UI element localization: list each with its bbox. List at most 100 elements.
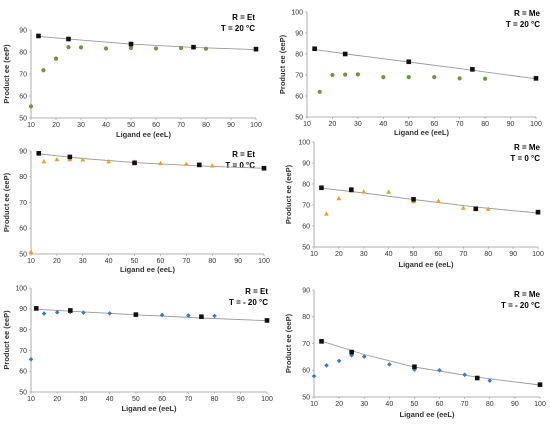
colored-data-point (324, 211, 329, 216)
y-tick-label: 90 (19, 27, 27, 34)
square-data-point (199, 314, 204, 320)
colored-data-point (28, 357, 34, 362)
colored-data-point (212, 313, 217, 319)
x-tick-label: 40 (385, 251, 393, 258)
x-tick-label: 20 (329, 121, 337, 128)
x-tick-label: 60 (158, 396, 166, 403)
colored-data-point (436, 198, 441, 203)
x-tick-label: 100 (250, 122, 262, 129)
y-tick-label: 50 (302, 244, 310, 251)
x-axis-label: Ligand ee (eeL) (394, 128, 450, 137)
x-tick-label: 80 (208, 258, 216, 265)
square-data-point (312, 46, 317, 52)
colored-data-point (355, 72, 360, 77)
panel-annotation: R = Et (232, 150, 255, 159)
y-axis-label: Product ee (eeP) (2, 44, 11, 104)
square-data-point (406, 59, 412, 65)
y-tick-label: 90 (19, 148, 27, 155)
x-tick-label: 90 (507, 121, 515, 128)
x-tick-label: 10 (310, 251, 318, 258)
colored-data-point (487, 378, 493, 383)
chart-panel-3: 50 60 70 80 90 10 20 30 40 50 60 70 80 90 100 Ligand ee… (2, 148, 270, 274)
x-tick-label: 70 (456, 121, 464, 128)
colored-data-point (209, 163, 215, 168)
colored-data-point (159, 312, 165, 318)
colored-data-point (28, 104, 34, 109)
y-tick-label: 80 (19, 327, 27, 334)
panel-annotation: T = 20 °C (221, 24, 255, 33)
square-data-point (68, 308, 73, 313)
y-axis-label: Product ee (eeP) (284, 164, 293, 224)
y-tick-label: 90 (295, 30, 303, 37)
y-tick-label: 90 (302, 287, 310, 294)
x-tick-label: 60 (152, 122, 160, 129)
panel-annotation: R = Me (514, 9, 541, 18)
square-data-point (133, 312, 139, 317)
square-data-point (342, 51, 348, 57)
y-tick-label: 50 (295, 114, 303, 121)
colored-data-point (203, 46, 209, 51)
x-tick-label: 50 (410, 251, 418, 258)
colored-data-point (336, 358, 342, 364)
colored-data-point (153, 46, 159, 51)
x-tick-label: 90 (227, 122, 235, 129)
square-data-point (264, 318, 270, 323)
colored-data-point (78, 45, 84, 50)
panel-annotation: T = - 20 °C (501, 301, 540, 310)
chart-panel-2: 50 60 70 80 90 100 10 20 30 40 50 60 70 80 90 100 Ligand… (278, 9, 542, 137)
x-tick-label: 30 (360, 251, 368, 258)
colored-data-point (80, 157, 86, 162)
y-tick-label: 80 (302, 314, 310, 321)
square-data-point (319, 339, 324, 344)
panel-annotation: T = - 20 °C (229, 298, 268, 307)
colored-data-point (457, 76, 462, 81)
y-tick-label: 60 (295, 93, 303, 100)
x-tick-label: 40 (379, 121, 387, 128)
x-tick-label: 70 (182, 258, 190, 265)
colored-data-point (336, 195, 342, 201)
colored-data-point (437, 367, 442, 373)
y-axis-label: Product ee (eeP) (278, 34, 287, 94)
square-data-point (349, 349, 354, 355)
y-tick-label: 70 (19, 348, 27, 355)
x-tick-label: 80 (202, 122, 210, 129)
x-tick-label: 60 (435, 251, 443, 258)
square-data-point (411, 197, 416, 202)
panel-annotation: R = Me (514, 290, 541, 299)
square-data-point (196, 162, 202, 168)
y-tick-label: 50 (302, 394, 310, 401)
colored-data-point (158, 160, 163, 166)
chart-panel-5: 50 60 70 80 90 100 10 20 30 40 50 60 70 80 90 100 Ligand… (2, 285, 273, 413)
y-tick-label: 50 (19, 115, 27, 122)
x-tick-label: 20 (335, 251, 343, 258)
x-tick-label: 100 (534, 401, 546, 408)
chart-panel-6: 50 60 70 80 90 10 20 30 40 50 60 70 80 90 100 Ligand ee… (284, 287, 546, 419)
colored-data-point (483, 76, 488, 81)
colored-data-point (361, 354, 367, 359)
y-tick-label: 80 (19, 49, 27, 56)
y-tick-label: 70 (302, 341, 310, 348)
x-tick-label: 50 (127, 122, 135, 129)
x-tick-label: 100 (261, 396, 273, 403)
x-tick-label: 90 (511, 401, 519, 408)
panel-annotation: R = Me (514, 143, 541, 152)
y-axis-label: Product ee (eeP) (2, 310, 11, 370)
colored-data-point (406, 75, 411, 80)
square-data-point (66, 36, 71, 42)
colored-data-point (178, 45, 184, 51)
x-tick-label: 50 (132, 396, 140, 403)
colored-data-point (128, 45, 134, 51)
colored-data-point (330, 72, 335, 78)
colored-data-point (28, 249, 34, 254)
y-tick-label: 60 (302, 368, 310, 375)
colored-data-point (343, 72, 348, 77)
x-axis-label: Ligand ee (eeL) (398, 260, 454, 269)
y-tick-label: 60 (302, 223, 310, 230)
colored-data-point (324, 363, 329, 368)
y-tick-label: 50 (19, 389, 27, 396)
colored-data-point (485, 206, 491, 211)
square-data-point (261, 165, 267, 171)
x-tick-label: 50 (131, 258, 139, 265)
x-tick-label: 100 (530, 121, 542, 128)
